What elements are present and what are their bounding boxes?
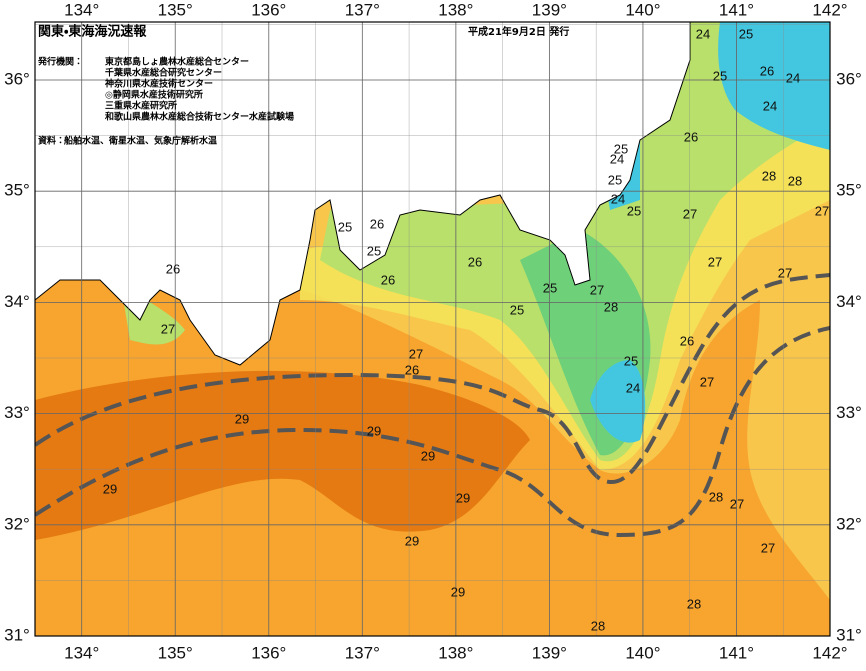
contour-label: 27 [700, 374, 714, 389]
contour-label: 26 [468, 254, 482, 269]
contour-label: 27 [815, 203, 829, 218]
contour-label: 28 [604, 299, 618, 314]
latitude-label: 33° [4, 403, 30, 422]
longitude-label: 134° [64, 0, 99, 19]
contour-label: 29 [421, 448, 435, 463]
issuer: 千葉県水産総合研究センター [105, 67, 222, 79]
contour-label: 26 [680, 333, 694, 348]
longitude-label: 139° [532, 0, 567, 19]
latitude-label: 35° [4, 181, 30, 200]
contour-label: 29 [367, 423, 381, 438]
longitude-label: 138° [438, 643, 473, 662]
latitude-label: 36° [4, 69, 30, 88]
latitude-label: 32° [4, 514, 30, 533]
labels: 関東・東海海況速報 平成21年9月2日 発行 発行機関： 資料： 船舶水温、衛星… [4, 0, 862, 662]
contour-label: 25 [510, 302, 524, 317]
contour-label: 27 [708, 254, 722, 269]
latitude-label: 33° [836, 403, 862, 422]
longitude-label: 140° [625, 0, 660, 19]
contour-label: 26 [166, 261, 180, 276]
contour-label: 29 [405, 533, 419, 548]
latitude-label: 36° [836, 69, 862, 88]
contour-label: 25 [608, 172, 622, 187]
contour-label: 24 [763, 98, 777, 113]
contour-label: 26 [684, 129, 698, 144]
issuers-label: 発行機関： [37, 56, 83, 68]
contour-label: 27 [761, 540, 775, 555]
latitude-label: 34° [4, 292, 30, 311]
longitude-label: 135° [158, 643, 193, 662]
contour-label: 25 [543, 280, 557, 295]
issuer: 神奈川県水産技術センター [104, 78, 213, 90]
contour-label: 27 [683, 206, 697, 221]
contour-label: 24 [786, 70, 800, 85]
longitude-label: 137° [345, 0, 380, 19]
contour-label: 29 [456, 490, 470, 505]
contour-label: 26 [370, 216, 384, 231]
latitude-label: 34° [836, 292, 862, 311]
source-label: 資料： [38, 135, 65, 147]
contour-label: 27 [778, 265, 792, 280]
contour-label: 25 [338, 219, 352, 234]
source-text: 船舶水温、衛星水温、気象庁解析水温 [64, 135, 217, 147]
issue-date: 平成21年9月2日 発行 [468, 25, 569, 38]
title: 関東・東海海況速報 [38, 24, 147, 40]
contour-label: 29 [451, 584, 465, 599]
longitude-label: 142° [812, 0, 847, 19]
contour-label: 28 [687, 596, 701, 611]
issuer: 和歌山県農林水産総合技術センター水産試験場 [104, 111, 294, 123]
issuer: ◎静岡県水産技術研究所 [105, 89, 203, 101]
graticule [35, 22, 830, 636]
longitude-label: 137° [345, 643, 380, 662]
contour-label: 25 [614, 141, 628, 156]
longitude-label: 134° [64, 643, 99, 662]
contour-label: 28 [762, 168, 776, 183]
longitude-label: 142° [812, 643, 847, 662]
contour-label: 25 [627, 203, 641, 218]
contour-label: 24 [610, 151, 624, 166]
longitude-label: 139° [532, 643, 567, 662]
longitude-label: 135° [158, 0, 193, 19]
contour-label: 24 [626, 380, 640, 395]
map-frame [34, 21, 831, 637]
longitude-label: 140° [625, 643, 660, 662]
contour-label: 26 [381, 272, 395, 287]
contour-label: 25 [367, 243, 381, 258]
contour-label: 24 [696, 26, 710, 41]
contour-label: 27 [161, 321, 175, 336]
contour-label: 25 [624, 353, 638, 368]
contour-label: 27 [590, 282, 604, 297]
issuer: 三重県水産研究所 [105, 100, 177, 112]
latitude-label: 31° [4, 625, 30, 644]
longitude-label: 141° [719, 643, 754, 662]
contour-label: 27 [409, 346, 423, 361]
latitude-label: 32° [836, 514, 862, 533]
latitude-label: 35° [836, 181, 862, 200]
latitude-label: 31° [836, 625, 862, 644]
issuer: 東京都島しょ農林水産総合センター [105, 56, 249, 68]
contour-label: 28 [709, 489, 723, 504]
longitude-label: 136° [251, 643, 286, 662]
contour-label: 26 [405, 362, 419, 377]
sea-temperature [35, 22, 830, 636]
longitude-label: 136° [251, 0, 286, 19]
contour-label: 28 [788, 173, 802, 188]
contour-label: 25 [713, 68, 727, 83]
longitude-label: 141° [719, 0, 754, 19]
contour-label: 25 [739, 26, 753, 41]
contour-label: 27 [730, 496, 744, 511]
contour-label: 29 [103, 481, 117, 496]
contour-label: 29 [235, 411, 249, 426]
contour-label: 26 [760, 63, 774, 78]
longitude-label: 138° [438, 0, 473, 19]
contour-label: 24 [611, 191, 625, 206]
contour-label: 28 [591, 618, 605, 633]
